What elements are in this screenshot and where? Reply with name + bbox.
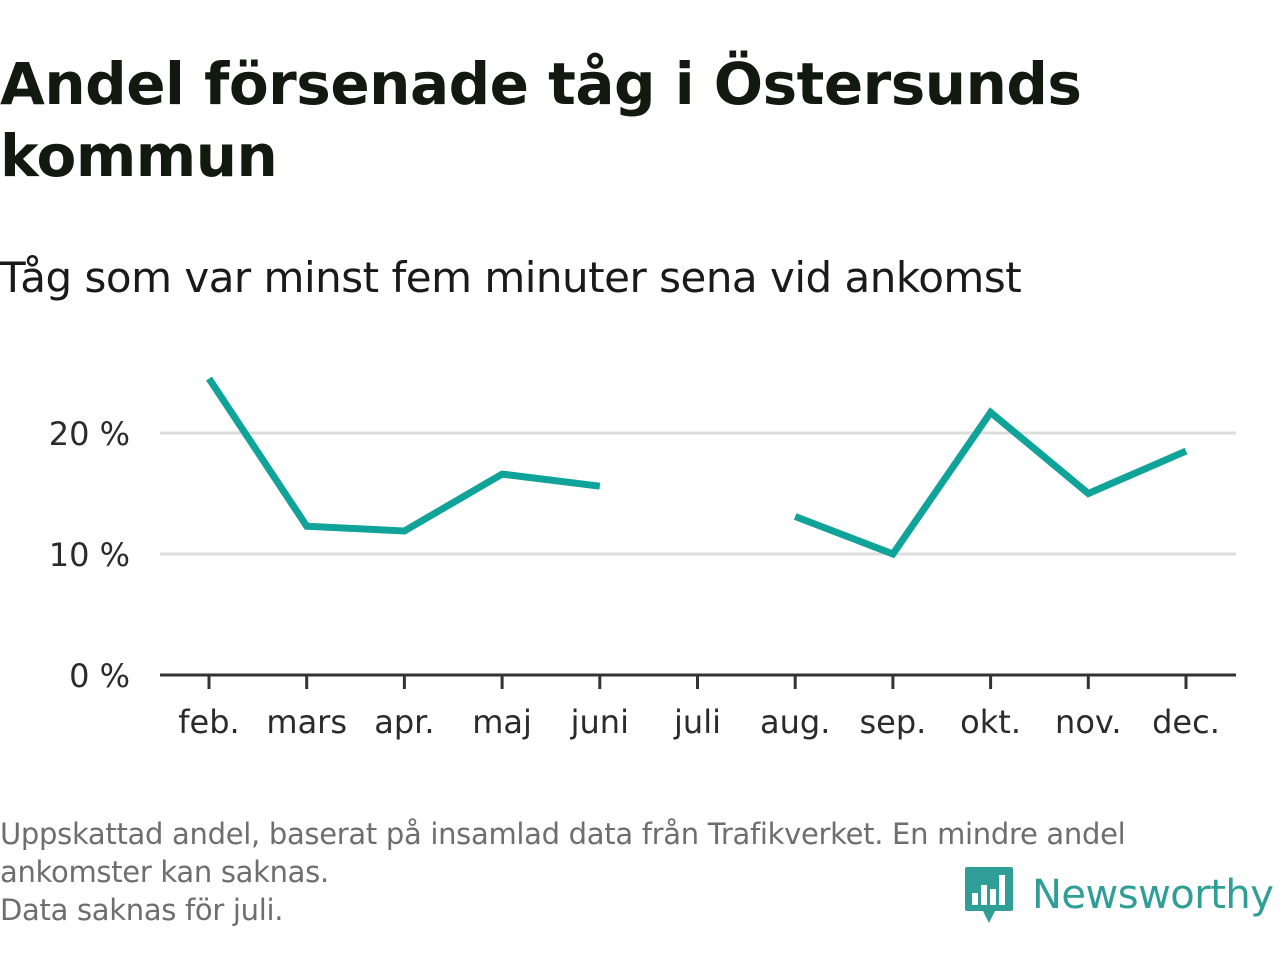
x-tick-label: aug. (760, 703, 830, 741)
x-tick-label: nov. (1055, 703, 1121, 741)
x-axis-tick-labels: feb. mars apr. maj juni juli aug. sep. okt. nov. d… (178, 703, 1220, 741)
series-line-segment (793, 407, 1188, 559)
brand-logo: Newsworthy (964, 862, 1274, 928)
source-note: Uppskattad andel, baserat på insamlad da… (0, 817, 1126, 889)
y-axis-tick-labels: 0 % 10 % 20 % (49, 415, 130, 695)
y-tick-label: 10 % (49, 536, 130, 574)
x-tick-label: dec. (1152, 703, 1220, 741)
chart-subtitle: Tåg som var minst fem minuter sena vid a… (0, 253, 1022, 302)
series-lines (206, 376, 1188, 559)
x-tick-label: feb. (178, 703, 239, 741)
series-line-segment (206, 376, 601, 535)
x-tick-label: okt. (960, 703, 1021, 741)
x-tick-label: apr. (374, 703, 434, 741)
grid-lines (160, 431, 1236, 556)
x-axis (160, 673, 1236, 689)
missing-data-note: Data saknas för juli. (0, 893, 284, 927)
footnotes: Uppskattad andel, baserat på insamlad da… (0, 815, 1270, 929)
y-tick-label: 20 % (49, 415, 130, 453)
x-tick-label: mars (266, 703, 347, 741)
brand-name: Newsworthy (1032, 872, 1274, 918)
x-tick-label: sep. (859, 703, 926, 741)
x-tick-label: maj (472, 703, 532, 741)
x-tick-label: juli (673, 703, 721, 741)
chart-title: Andel försenade tåg i Östersunds kommun (0, 50, 1082, 190)
y-tick-label: 0 % (69, 657, 130, 695)
x-tick-label: juni (570, 703, 629, 741)
newsworthy-logo-icon (965, 867, 1013, 923)
